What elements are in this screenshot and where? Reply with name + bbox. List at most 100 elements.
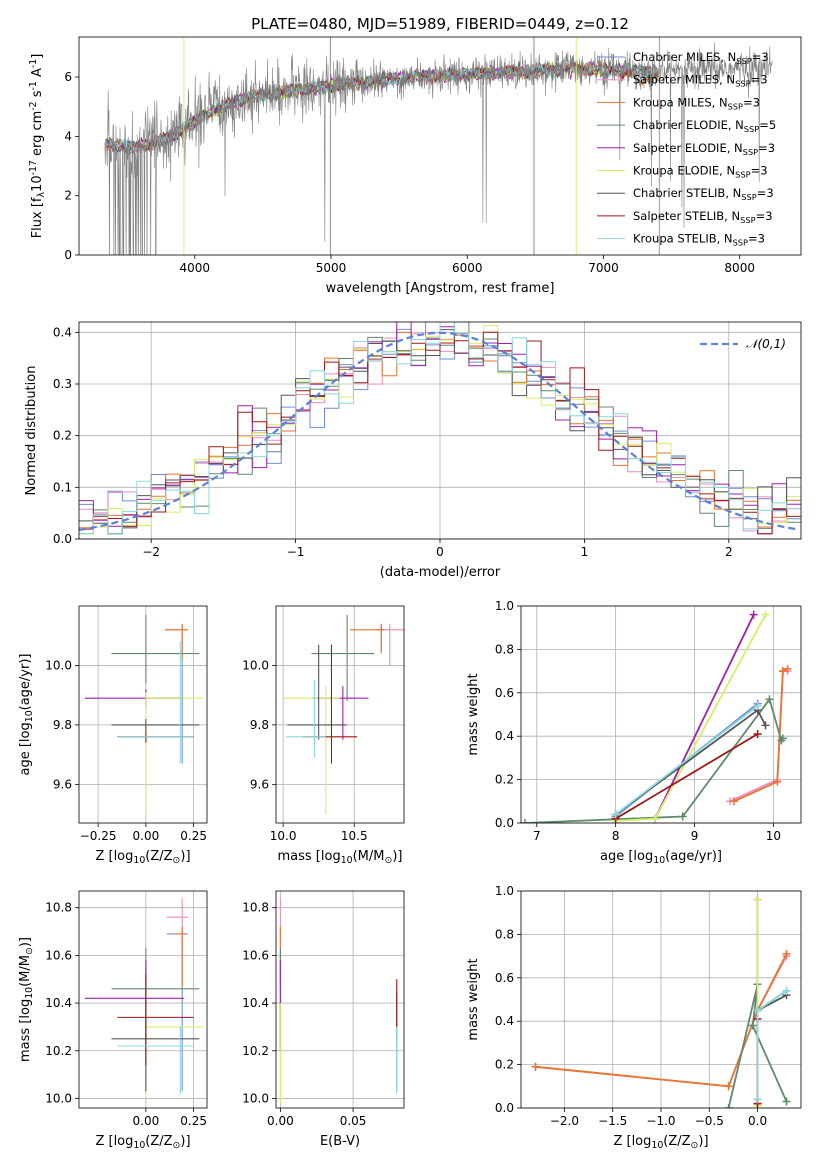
weight-point	[651, 814, 660, 823]
weight-point	[783, 664, 792, 673]
y-tick-label: 0.2	[495, 773, 514, 787]
y-tick-label: 2	[64, 189, 72, 203]
x-tick-label: 7	[533, 829, 541, 843]
y-tick-label: 10.0	[45, 1091, 72, 1105]
x-tick-label: −1	[287, 545, 305, 559]
weight-point	[724, 1082, 733, 1091]
legend-label: Kroupa STELIB, NSSP=3	[633, 232, 765, 248]
x-tick-label: 0	[436, 545, 444, 559]
y-tick-label: 0.0	[495, 1101, 514, 1115]
y-tick-label: 10.6	[242, 948, 269, 962]
y-tick-label: 9.6	[53, 777, 72, 791]
y-axis-label: mass weight	[466, 673, 481, 755]
legend-label: Salpeter ELODIE, NSSP=3	[633, 141, 775, 157]
mass_vs_ebv-plot: 0.00 0.05 10.0 10.2 10.4 10.6 10.8 E(B-V)	[242, 890, 405, 1149]
y-axis-label: Normed distribution	[24, 366, 39, 496]
weight-point	[531, 1062, 540, 1071]
y-tick-label: 10.6	[45, 948, 72, 962]
legend-label: Chabrier STELIB, NSSP=3	[633, 186, 774, 202]
weight-point	[678, 812, 687, 821]
x-axis-label: (data-model)/error	[380, 565, 501, 580]
gaussian-curve	[79, 331, 799, 531]
residual-histogram	[79, 331, 801, 535]
y-tick-label: 9.8	[250, 718, 269, 732]
age_vs_mass-data	[283, 614, 404, 815]
x-axis-label: E(B-V)	[320, 1134, 360, 1149]
legend-label: Kroupa MILES, NSSP=3	[633, 95, 760, 111]
y-axis-label: mass weight	[466, 958, 481, 1040]
weight-point	[782, 1097, 791, 1106]
y-axis-label: Flux [fλ10-17 erg cm-2 s-1 A-1]	[28, 54, 47, 239]
y-tick-label: 0.0	[53, 532, 72, 546]
weight-point	[611, 810, 620, 819]
x-tick-label: 1	[581, 545, 589, 559]
x-axis-label: Z [log10(Z/Z⊙)]	[95, 1134, 190, 1151]
x-tick-label: −2.0	[550, 1114, 579, 1128]
weight-point	[753, 701, 762, 710]
y-tick-label: 10.4	[45, 996, 72, 1010]
age_vs_Z-frame	[78, 605, 208, 824]
spectrum-data	[104, 37, 773, 255]
y-tick-label: 0.4	[495, 1014, 514, 1028]
weight-point	[765, 695, 774, 704]
y-tick-label: 10.2	[45, 1044, 72, 1058]
x-tick-label: 4000	[180, 261, 211, 275]
y-tick-label: 10.2	[242, 1044, 269, 1058]
mass_vs_Z-frame	[78, 890, 208, 1109]
x-axis-label: wavelength [Angstrom, rest frame]	[326, 281, 555, 296]
x-tick-label: 0.00	[133, 829, 160, 843]
y-tick-label: 10.4	[242, 996, 269, 1010]
y-tick-label: 0.2	[495, 1058, 514, 1072]
x-tick-label: −0.5	[695, 1114, 724, 1128]
x-tick-label: −0.25	[80, 829, 117, 843]
mass_vs_ebv-frame	[275, 890, 405, 1109]
age_vs_mass-plot: 10.0 10.5 9.6 9.8 10.0 mass [log10(M/M⊙)]	[242, 605, 405, 866]
weight-point	[753, 1006, 762, 1015]
weight_vs_Z-frame	[520, 890, 802, 1109]
weight_vs_Z-plot: −2.0 −1.5 −1.0 −0.5 0.0 0.0 0.2 0.4 0.6 0.8 1.0 Z […	[466, 884, 802, 1151]
y-tick-label: 6	[64, 70, 72, 84]
weight-line	[733, 668, 788, 803]
x-tick-label: 7000	[588, 261, 619, 275]
y-tick-label: 10.0	[45, 658, 72, 672]
x-axis-label: mass [log10(M/M⊙)]	[278, 849, 403, 866]
mass_vs_Z-plot: 0.00 0.25 10.0 10.2 10.4 10.6 10.8 Z [log10(Z/Z…	[18, 890, 208, 1151]
mass_vs_ebv-data	[279, 898, 398, 1104]
y-axis-label: age [log10(age/yr)]	[18, 654, 35, 776]
y-tick-label: 0.4	[53, 325, 72, 339]
y-tick-label: 1.0	[495, 599, 514, 613]
x-tick-label: 0.25	[180, 829, 207, 843]
y-tick-label: 1.0	[495, 884, 514, 898]
weight_vs_age-plot: 7 8 9 10 0.0 0.2 0.4 0.6 0.8 1.0 age [log10(age/yr…	[466, 599, 802, 866]
weight-line	[727, 984, 788, 1108]
x-tick-label: 0.00	[267, 1114, 294, 1128]
x-tick-label: 0.00	[133, 1114, 160, 1128]
legend-label: Kroupa ELODIE, NSSP=3	[633, 164, 768, 180]
y-tick-label: 0.2	[53, 429, 72, 443]
legend-label: Salpeter STELIB, NSSP=3	[633, 209, 773, 225]
y-tick-label: 0.6	[495, 686, 514, 700]
x-tick-label: −2	[142, 545, 160, 559]
weight-point	[753, 895, 762, 904]
x-tick-label: −1.5	[598, 1114, 627, 1128]
x-tick-label: 8	[612, 829, 620, 843]
x-tick-label: 9	[691, 829, 699, 843]
age_vs_mass-frame	[275, 605, 405, 824]
weight-line	[615, 705, 759, 816]
x-tick-label: 8000	[724, 261, 755, 275]
x-tick-label: 0.0	[748, 1114, 767, 1128]
x-tick-label: 6000	[452, 261, 483, 275]
y-tick-label: 10.8	[45, 901, 72, 915]
weight-line	[615, 733, 759, 820]
x-tick-label: 2	[725, 545, 733, 559]
weight-point	[773, 777, 782, 786]
x-tick-label: 5000	[316, 261, 347, 275]
legend-label: Chabrier MILES, NSSP=3	[633, 50, 769, 66]
residuals-frame	[78, 321, 802, 540]
weight-point	[753, 730, 762, 739]
y-tick-label: 10.0	[242, 1091, 269, 1105]
gaussian-legend-label: 𝒩(0,1)	[746, 337, 786, 351]
weight-point	[782, 949, 791, 958]
y-tick-label: 0	[64, 248, 72, 262]
weight-line	[524, 697, 784, 823]
